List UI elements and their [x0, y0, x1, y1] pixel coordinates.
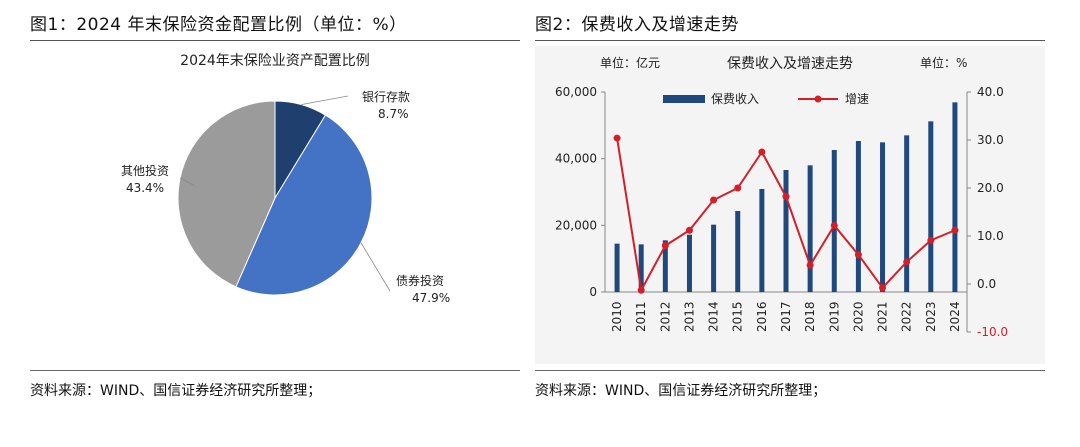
figure-2-title: 图2：保费收入及增速走势: [535, 15, 739, 35]
figure-1-source: 资料来源：WIND、国信证券经济研究所整理；: [30, 383, 322, 399]
right-tick-label: 40.0: [977, 85, 1004, 99]
x-tick-label: 2010: [610, 301, 624, 332]
pie-slice-2: [235, 114, 373, 296]
bottom-rule: [535, 370, 1045, 371]
x-tick-label: 2012: [658, 301, 672, 332]
bar-2018: [807, 165, 813, 292]
pie-slice-value: 43.4%: [126, 181, 164, 195]
x-tick-label: 2017: [779, 301, 793, 332]
growth-point-2012: [661, 242, 669, 250]
growth-point-2014: [710, 196, 718, 204]
growth-point-2021: [879, 284, 887, 292]
x-tick-label: 2016: [755, 301, 769, 332]
bar-2020: [855, 141, 861, 292]
x-tick-label: 2011: [634, 301, 648, 332]
growth-point-2023: [927, 236, 935, 244]
bar-2016: [759, 189, 765, 292]
x-tick-label: 2019: [827, 301, 841, 332]
top-rule: [30, 40, 520, 41]
growth-point-2020: [854, 251, 862, 259]
x-tick-label: 2020: [851, 301, 865, 332]
bar-2023: [928, 121, 934, 292]
bar-2010: [614, 243, 620, 292]
bar-2019: [831, 150, 837, 292]
chart-background: [535, 46, 1045, 364]
legend-swatch-bar: [663, 95, 705, 103]
x-tick-label: 2018: [803, 301, 817, 332]
left-tick-label: 0: [589, 285, 597, 299]
growth-point-2013: [685, 226, 693, 234]
figure-2-source: 资料来源：WIND、国信证券经济研究所整理；: [535, 383, 827, 399]
figure-1-title: 图1：2024 年末保险资金配置比例（单位：%）: [30, 15, 407, 35]
pie-title: 2024年末保险业资产配置比例: [180, 53, 370, 69]
top-rule: [535, 40, 1045, 41]
x-tick-label: 2021: [876, 301, 890, 332]
x-tick-label: 2022: [900, 301, 914, 332]
bar-2015: [735, 211, 741, 292]
legend-label-bar: 保费收入: [711, 92, 759, 106]
pie-leader-line: [301, 95, 349, 105]
right-tick-label: 30.0: [977, 133, 1004, 147]
legend-marker-line: [814, 95, 822, 103]
bar-2011: [638, 244, 644, 292]
x-tick-label: 2024: [948, 301, 962, 332]
pie-slice-name: 其他投资: [121, 163, 169, 178]
pie-slice-value: 47.9%: [412, 291, 450, 305]
bar-2012: [662, 240, 668, 292]
left-unit-label: 单位：亿元: [600, 55, 660, 70]
right-tick-label: -10.0: [977, 325, 1008, 339]
bar-2021: [880, 142, 886, 292]
left-figure-panel: 图1：2024 年末保险资金配置比例（单位：%） 2024年末保险业资产配置比例…: [30, 0, 520, 447]
bottom-rule: [30, 370, 520, 371]
bar-2013: [686, 234, 692, 292]
x-tick-label: 2013: [682, 301, 696, 332]
right-tick-label: 10.0: [977, 229, 1004, 243]
left-tick-label: 20,000: [555, 218, 597, 232]
bar-2024: [952, 102, 958, 292]
x-tick-label: 2023: [924, 301, 938, 332]
chart-title: 保费收入及增速走势: [727, 56, 853, 72]
x-tick-label: 2014: [707, 301, 721, 332]
pie-leader-line: [360, 242, 391, 292]
bar-2014: [711, 224, 717, 292]
growth-point-2010: [613, 134, 621, 142]
growth-point-2016: [758, 148, 766, 156]
right-tick-label: 0.0: [977, 277, 996, 291]
x-tick-label: 2015: [731, 301, 745, 332]
bar-2017: [783, 170, 789, 292]
right-figure-panel: 图2：保费收入及增速走势 单位：亿元 保费收入及增速走势 单位：% 0 20,000 40…: [535, 0, 1045, 447]
growth-point-2022: [903, 258, 911, 266]
pie-slice-name: 债券投资: [396, 273, 444, 288]
growth-point-2018: [806, 261, 814, 269]
right-unit-label: 单位：%: [920, 55, 967, 70]
combo-chart: 单位：亿元 保费收入及增速走势 单位：% 0 20,000 40,000 60,000 -10…: [555, 55, 1008, 339]
growth-point-2024: [951, 226, 959, 234]
left-tick-label: 40,000: [555, 152, 597, 166]
growth-point-2011: [637, 286, 645, 294]
pie-slice-value: 8.7%: [378, 107, 409, 121]
growth-point-2019: [830, 221, 838, 229]
growth-point-2015: [734, 184, 742, 192]
growth-point-2017: [782, 193, 790, 201]
pie-leader-line: [179, 177, 196, 187]
left-tick-label: 60,000: [555, 85, 597, 99]
pie-slice-name: 银行存款: [362, 90, 410, 104]
bar-2022: [904, 135, 910, 292]
right-tick-label: 20.0: [977, 181, 1004, 195]
legend-label-line: 增速: [845, 92, 869, 106]
